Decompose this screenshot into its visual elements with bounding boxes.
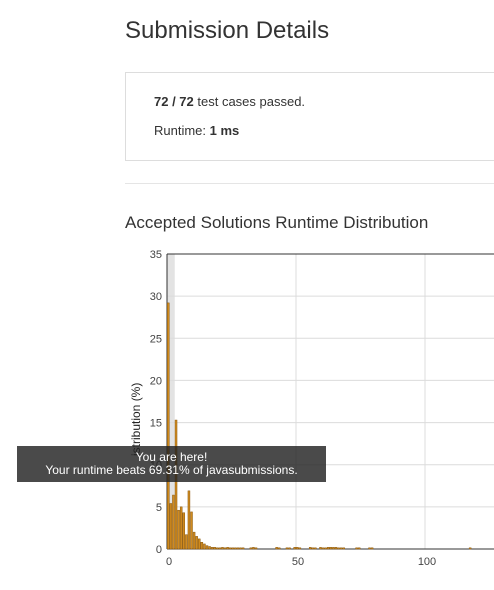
distribution-bar xyxy=(192,531,196,550)
distribution-bar xyxy=(167,302,170,550)
distribution-bar xyxy=(182,512,186,550)
distribution-bar xyxy=(342,547,345,550)
distribution-bar xyxy=(200,542,204,550)
distribution-bar xyxy=(254,547,258,550)
distribution-bar xyxy=(327,547,330,550)
distribution-bar xyxy=(234,547,237,550)
distribution-bar xyxy=(223,547,227,550)
runtime-distribution-title: Accepted Solutions Runtime Distribution xyxy=(125,213,429,232)
distribution-bar xyxy=(468,547,472,550)
distribution-bar xyxy=(319,547,322,550)
distribution-bar xyxy=(249,547,253,550)
distribution-bar xyxy=(169,503,173,550)
distribution-bar xyxy=(228,547,232,550)
tooltip-title: You are here! xyxy=(135,450,208,464)
x-tick-label: 100 xyxy=(418,556,436,568)
distribution-bar xyxy=(221,547,224,550)
distribution-bar xyxy=(226,547,229,550)
distribution-bar xyxy=(241,547,245,550)
distribution-bar xyxy=(190,511,193,550)
y-tick-label: 20 xyxy=(150,375,162,387)
runtime-value: 1 ms xyxy=(209,123,240,138)
y-tick-label: 5 xyxy=(156,502,162,514)
x-tick-label: 0 xyxy=(166,556,172,568)
distribution-bar xyxy=(277,547,281,550)
runtime-tooltip: You are here! Your runtime beats 69.31% … xyxy=(17,446,326,482)
current-runtime-highlight xyxy=(167,254,175,549)
distribution-bar xyxy=(208,546,211,550)
distribution-bar xyxy=(252,547,255,550)
distribution-bar xyxy=(308,547,312,550)
distribution-bar xyxy=(314,547,317,550)
test-cases-label: test cases passed. xyxy=(193,94,306,109)
page-title: Submission Details xyxy=(125,17,330,44)
distribution-bar xyxy=(368,547,371,550)
distribution-bar xyxy=(198,538,201,550)
distribution-bar xyxy=(298,547,302,550)
distribution-bar xyxy=(203,543,206,550)
distribution-bar xyxy=(357,547,361,550)
y-tick-label: 35 xyxy=(150,249,162,261)
runtime-line: Runtime: 1 ms xyxy=(154,123,239,138)
distribution-bar xyxy=(321,547,325,550)
test-cases-line: 72 / 72 test cases passed. xyxy=(154,94,305,109)
y-tick-label: 25 xyxy=(150,333,162,345)
distribution-bar xyxy=(370,547,374,550)
x-tick-label: 50 xyxy=(292,556,304,568)
distribution-bar xyxy=(210,547,214,550)
distribution-bar xyxy=(195,536,198,550)
distribution-bar xyxy=(185,534,188,550)
section-divider xyxy=(125,183,494,184)
y-tick-label: 15 xyxy=(150,418,162,430)
distribution-bar xyxy=(311,547,315,550)
distribution-bar xyxy=(329,547,333,550)
test-cases-count: 72 / 72 xyxy=(154,94,194,109)
y-axis-label: istribution (%) xyxy=(129,383,143,456)
distribution-bar xyxy=(236,547,240,550)
distribution-bar xyxy=(187,490,191,550)
distribution-bar xyxy=(275,547,278,550)
distribution-bar xyxy=(205,545,209,550)
distribution-bar xyxy=(355,547,358,550)
distribution-bar xyxy=(174,419,178,550)
distribution-bar xyxy=(332,547,335,550)
submission-summary-panel: 72 / 72 test cases passed. Runtime: 1 ms xyxy=(125,72,494,161)
runtime-label: Runtime: xyxy=(154,123,210,138)
distribution-bar xyxy=(216,547,219,550)
distribution-bar xyxy=(231,547,235,550)
distribution-bar xyxy=(334,547,338,550)
y-tick-label: 30 xyxy=(150,291,162,303)
distribution-bar xyxy=(172,494,175,550)
distribution-bar xyxy=(296,547,299,550)
distribution-bar xyxy=(339,547,343,550)
y-tick-label: 0 xyxy=(156,544,162,556)
tooltip-message: Your runtime beats 69.31% of javasubmiss… xyxy=(45,463,298,477)
distribution-bar xyxy=(179,506,183,550)
distribution-bar xyxy=(218,547,222,550)
distribution-bar xyxy=(285,547,289,550)
distribution-bar xyxy=(293,547,296,550)
distribution-bar xyxy=(177,509,180,550)
distribution-bar xyxy=(288,547,291,550)
distribution-bar xyxy=(324,547,327,550)
distribution-bar xyxy=(337,547,340,550)
distribution-bar xyxy=(239,547,242,550)
distribution-bar xyxy=(213,547,216,550)
